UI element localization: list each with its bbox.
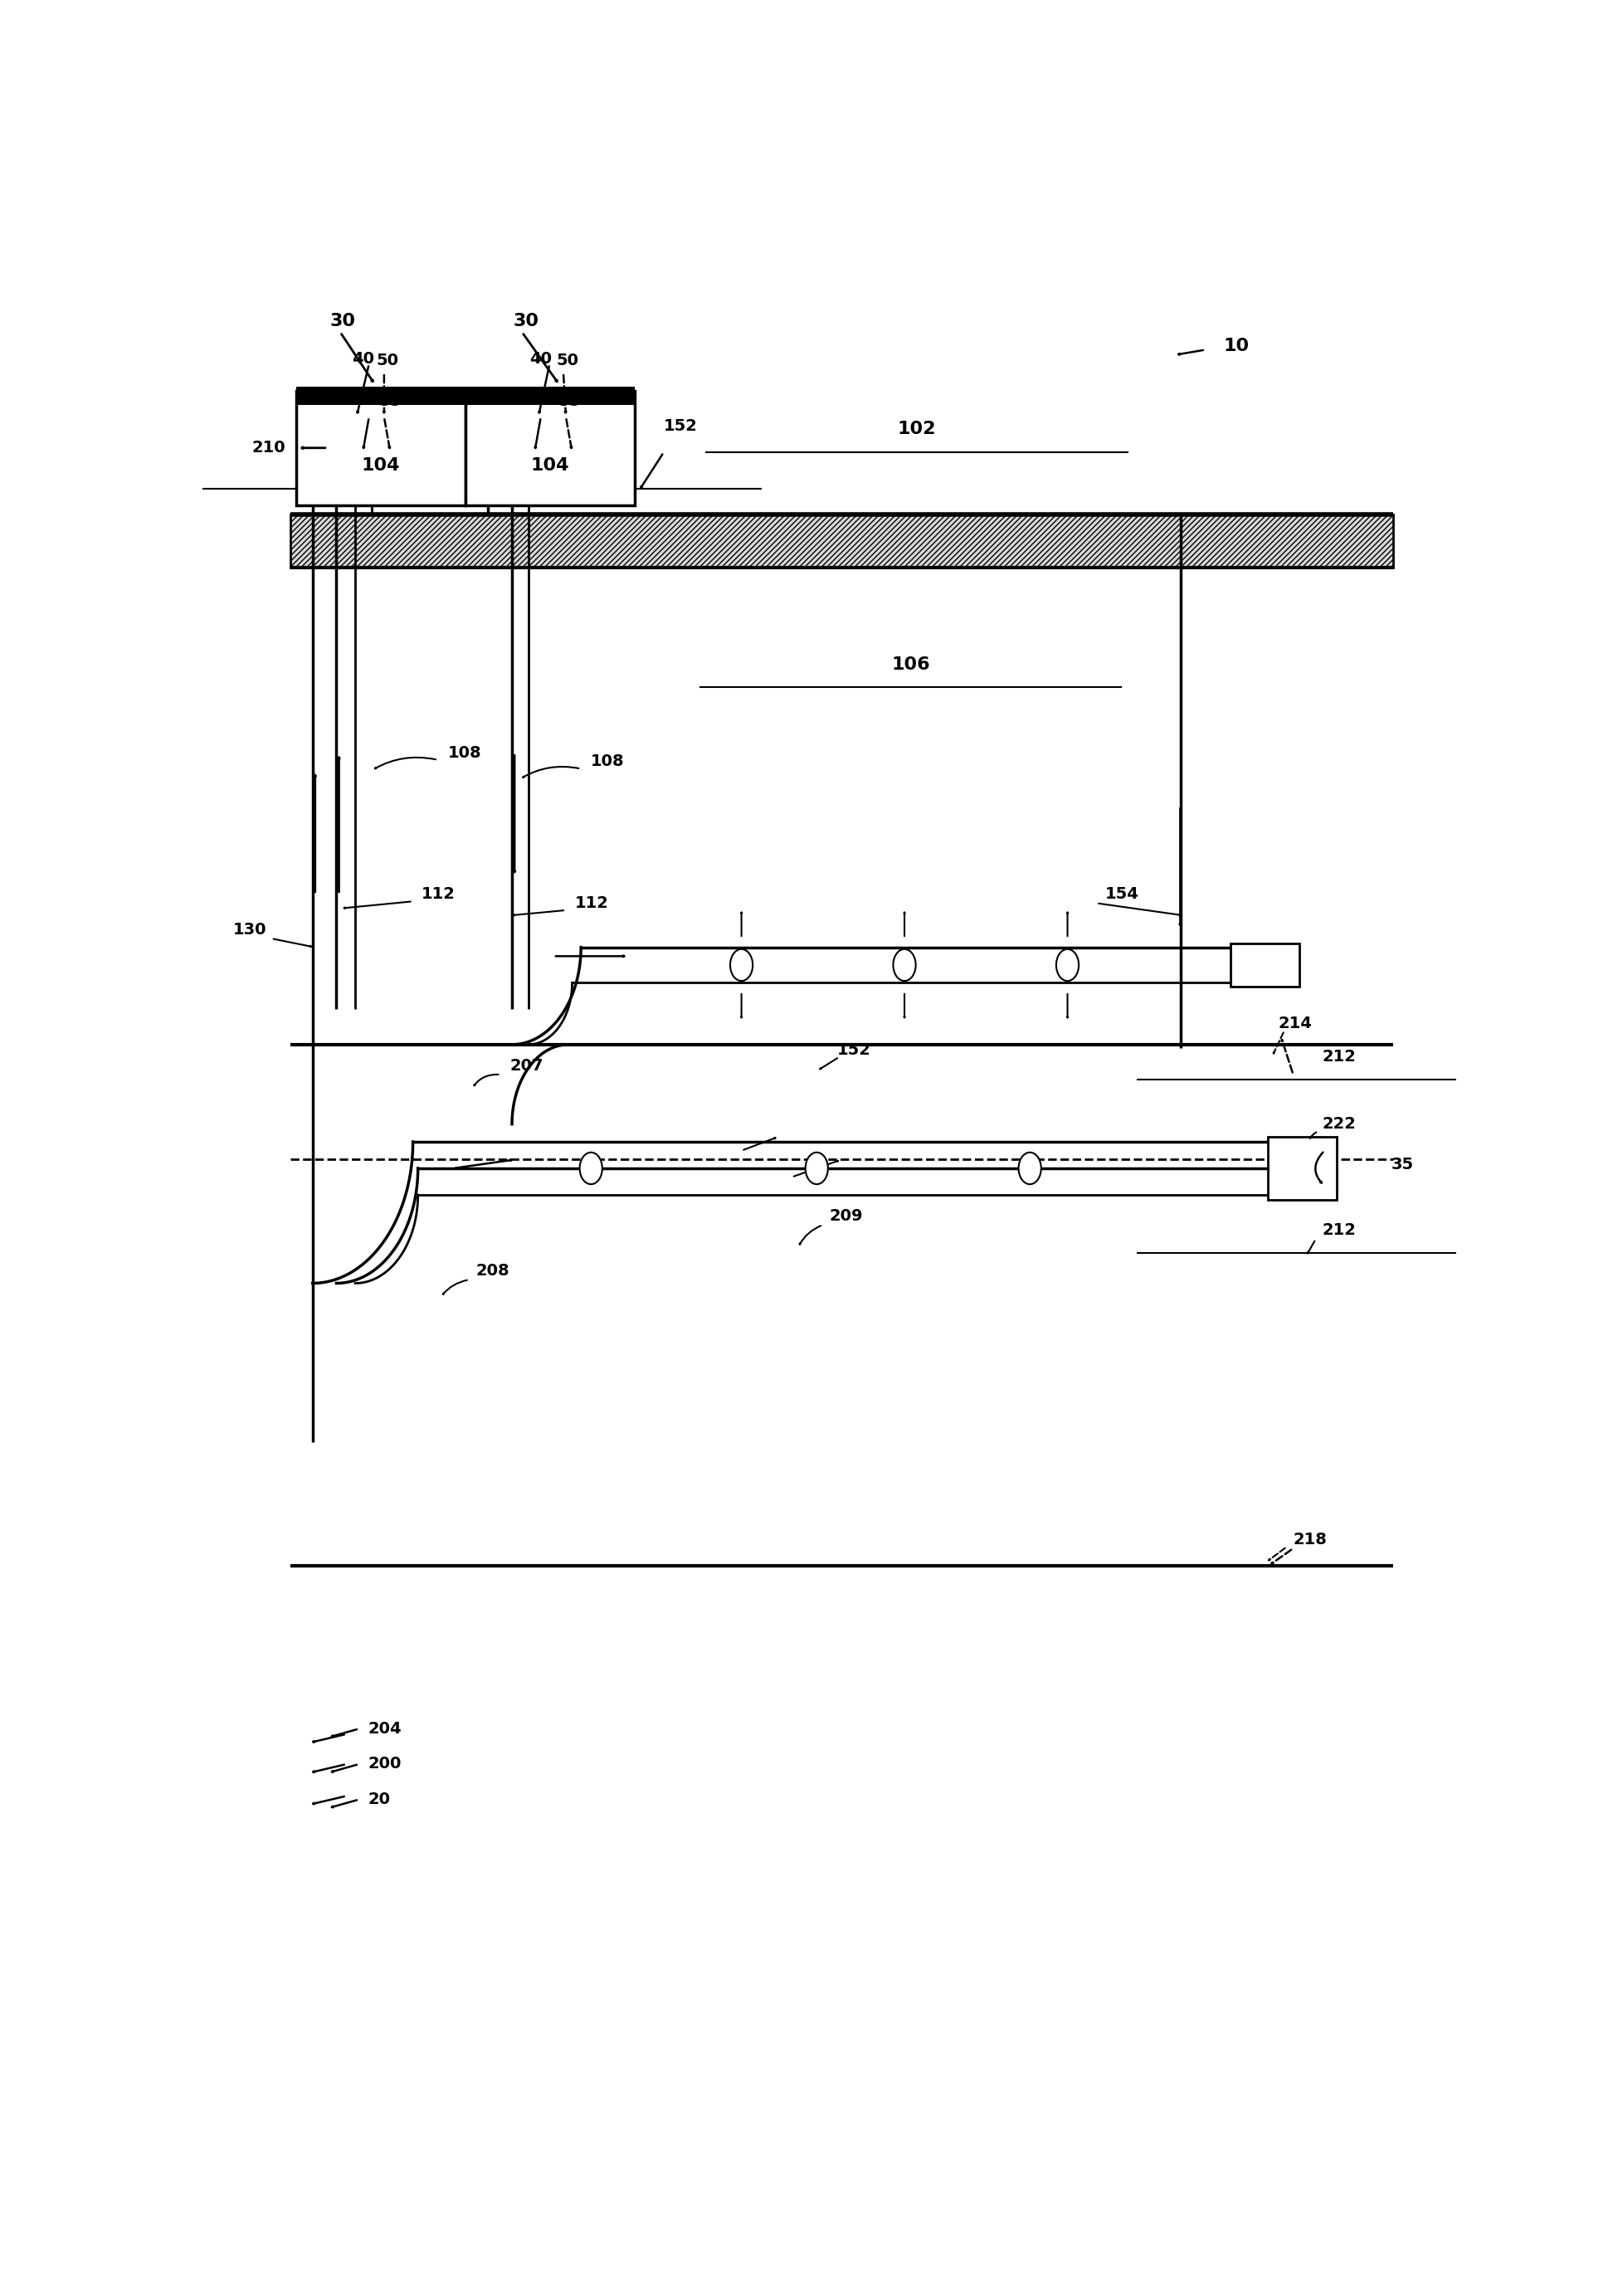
Circle shape (1057, 948, 1079, 980)
Text: 50: 50 (377, 354, 400, 367)
Circle shape (579, 1153, 602, 1185)
Circle shape (1019, 1153, 1040, 1185)
Text: 35: 35 (1391, 1157, 1414, 1173)
Text: 55: 55 (379, 393, 401, 409)
Text: 10: 10 (1223, 338, 1249, 354)
Text: 45: 45 (349, 390, 372, 406)
Text: 200: 200 (367, 1756, 401, 1773)
Text: 218: 218 (1293, 1531, 1327, 1548)
Bar (1230, 944, 1299, 987)
Text: 40: 40 (351, 351, 374, 367)
Text: 152: 152 (663, 418, 697, 434)
Text: 50: 50 (557, 354, 578, 367)
Text: 45: 45 (527, 390, 550, 406)
Text: 108: 108 (448, 744, 482, 760)
Circle shape (730, 948, 752, 980)
Text: 222: 222 (1322, 1116, 1356, 1132)
Bar (1269, 1137, 1336, 1201)
Text: 209: 209 (828, 1208, 862, 1224)
Bar (290, 514, 1393, 567)
Text: 210: 210 (252, 441, 285, 457)
Text: 207: 207 (510, 1058, 544, 1075)
Text: 152: 152 (838, 1042, 870, 1058)
Text: 104: 104 (531, 457, 570, 473)
Text: 112: 112 (422, 886, 456, 902)
Text: 212: 212 (1322, 1049, 1356, 1065)
Text: 204: 204 (367, 1722, 401, 1736)
Text: 208: 208 (476, 1263, 510, 1279)
Text: 112: 112 (574, 895, 608, 912)
Text: 214: 214 (1278, 1015, 1312, 1031)
Text: 30: 30 (330, 312, 356, 331)
Text: 102: 102 (898, 420, 937, 439)
Text: 30: 30 (513, 312, 539, 331)
Text: 20: 20 (367, 1791, 390, 1807)
Text: 130: 130 (233, 921, 267, 937)
Bar (290, 514, 1393, 567)
Bar (466, 390, 634, 505)
Bar (466, 388, 634, 404)
Bar (296, 390, 466, 505)
Bar (296, 388, 466, 404)
Text: 212: 212 (1322, 1221, 1356, 1238)
Text: 106: 106 (892, 657, 930, 673)
Text: 108: 108 (591, 753, 625, 769)
Text: 40: 40 (529, 351, 552, 367)
Circle shape (806, 1153, 828, 1185)
Circle shape (893, 948, 916, 980)
Text: 55: 55 (558, 393, 581, 409)
Text: 104: 104 (362, 457, 400, 473)
Text: 154: 154 (1105, 886, 1139, 902)
